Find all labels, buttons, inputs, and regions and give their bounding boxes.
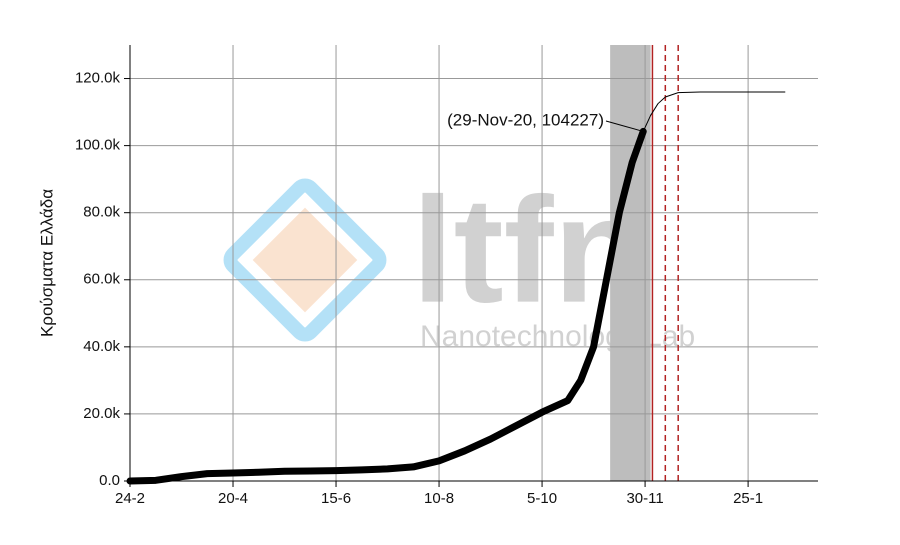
x-tick-label: 20-4 [218, 490, 248, 507]
x-tick-label: 15-6 [321, 490, 351, 507]
shaded-region [610, 45, 651, 481]
annotation-leader [605, 120, 644, 132]
x-tick-label: 30-11 [626, 490, 663, 507]
y-tick-label: 120.0k [75, 70, 121, 87]
y-tick-label: 40.0k [83, 338, 120, 355]
y-tick-label: 0.0 [99, 472, 120, 489]
x-tick-label: 24-2 [115, 490, 145, 507]
data-line [126, 127, 647, 485]
y-tick-label: 60.0k [83, 271, 120, 288]
y-tick-label: 20.0k [83, 405, 120, 422]
y-tick-label: 100.0k [75, 137, 121, 154]
data-line [642, 91, 786, 132]
x-tick-label: 25-1 [733, 490, 763, 507]
y-axis-label: Κρούσματα Ελλάδα [37, 189, 56, 337]
x-tick-label: 10-8 [424, 490, 454, 507]
watermark-logo: ltfn [412, 166, 645, 334]
x-tick-label: 5-10 [527, 490, 557, 507]
y-tick-label: 80.0k [83, 204, 120, 221]
watermark-subtitle: Nanotechnology Lab [420, 320, 695, 353]
annotation: (29-Nov-20, 104227) [447, 110, 604, 129]
